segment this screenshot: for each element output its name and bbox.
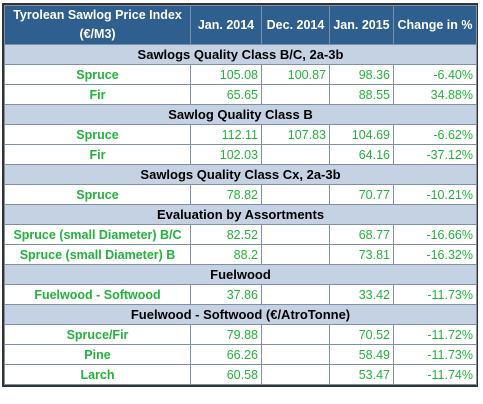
- section-header-row: Sawlogs Quality Class B/C, 2a-3b: [4, 44, 477, 65]
- value-dec-2014: 100.87: [261, 64, 330, 85]
- value-dec-2014: [261, 84, 330, 105]
- table-row: Fuelwood - Softwood 37.86 33.42 -11.73%: [4, 284, 477, 305]
- value-jan-2015: 68.77: [329, 224, 394, 245]
- section-header-row: Evaluation by Assortments: [4, 204, 477, 225]
- section-header-row: Fuelwood: [4, 264, 477, 285]
- column-header-jan-2015: Jan. 2015: [329, 5, 394, 45]
- table-row: Spruce (small Diameter) B 88.2 73.81 -16.32…: [4, 244, 477, 265]
- value-dec-2014: [261, 184, 330, 205]
- value-dec-2014: [261, 364, 330, 385]
- table-row: Pine 66.26 58.49 -11.73%: [4, 344, 477, 365]
- table-unit: (€/M3): [79, 27, 116, 41]
- table-row: Spruce/Fir 79.88 70.52 -11.72%: [4, 324, 477, 345]
- value-change: -6.62%: [393, 124, 477, 145]
- value-jan-2014: 65.65: [190, 84, 262, 105]
- value-dec-2014: [261, 144, 330, 165]
- column-header-change: Change in %: [393, 5, 477, 45]
- value-dec-2014: [261, 344, 330, 365]
- row-label: Pine: [4, 344, 191, 365]
- value-change: 34.88%: [393, 84, 477, 105]
- value-jan-2014: 112.11: [190, 124, 262, 145]
- section-title: Evaluation by Assortments: [4, 204, 477, 225]
- value-dec-2014: [261, 244, 330, 265]
- section-title: Fuelwood: [4, 264, 477, 285]
- value-jan-2015: 64.16: [329, 144, 394, 165]
- table-row: Spruce (small Diameter) B/C 82.52 68.77 -16…: [4, 224, 477, 245]
- row-label: Spruce (small Diameter) B/C: [4, 224, 191, 245]
- value-jan-2015: 88.55: [329, 84, 394, 105]
- value-jan-2014: 79.88: [190, 324, 262, 345]
- table-row: Fir 102.03 64.16 -37.12%: [4, 144, 477, 165]
- value-jan-2015: 33.42: [329, 284, 394, 305]
- value-jan-2014: 78.82: [190, 184, 262, 205]
- section-header-row: Sawlogs Quality Class Cx, 2a-3b: [4, 164, 477, 185]
- section-title: Sawlog Quality Class B: [4, 104, 477, 125]
- table-row: Spruce 105.08 100.87 98.36 -6.40%: [4, 64, 477, 85]
- section-header-row: Sawlog Quality Class B: [4, 104, 477, 125]
- value-jan-2015: 53.47: [329, 364, 394, 385]
- value-change: -16.66%: [393, 224, 477, 245]
- value-dec-2014: [261, 224, 330, 245]
- row-label: Spruce: [4, 64, 191, 85]
- value-change: -11.74%: [393, 364, 477, 385]
- row-label: Spruce: [4, 184, 191, 205]
- value-jan-2015: 104.69: [329, 124, 394, 145]
- value-jan-2014: 60.58: [190, 364, 262, 385]
- row-label: Spruce/Fir: [4, 324, 191, 345]
- value-change: -10.21%: [393, 184, 477, 205]
- row-label: Spruce: [4, 124, 191, 145]
- value-jan-2014: 37.86: [190, 284, 262, 305]
- row-label: Larch: [4, 364, 191, 385]
- value-jan-2014: 66.26: [190, 344, 262, 365]
- value-dec-2014: 107.83: [261, 124, 330, 145]
- value-jan-2014: 102.03: [190, 144, 262, 165]
- value-jan-2015: 98.36: [329, 64, 394, 85]
- value-jan-2015: 70.52: [329, 324, 394, 345]
- table-title: Tyrolean Sawlog Price Index: [13, 8, 182, 22]
- value-jan-2015: 70.77: [329, 184, 394, 205]
- value-change: -16.32%: [393, 244, 477, 265]
- row-label: Fir: [4, 144, 191, 165]
- section-title: Sawlogs Quality Class B/C, 2a-3b: [4, 44, 477, 65]
- value-jan-2014: 105.08: [190, 64, 262, 85]
- table-title-cell: Tyrolean Sawlog Price Index (€/M3): [4, 5, 191, 45]
- value-change: -11.72%: [393, 324, 477, 345]
- table-row: Fir 65.65 88.55 34.88%: [4, 84, 477, 105]
- section-title: Sawlogs Quality Class Cx, 2a-3b: [4, 164, 477, 185]
- value-change: -11.73%: [393, 284, 477, 305]
- table-row: Larch 60.58 53.47 -11.74%: [4, 364, 477, 385]
- value-jan-2015: 58.49: [329, 344, 394, 365]
- table-row: Spruce 112.11 107.83 104.69 -6.62%: [4, 124, 477, 145]
- value-change: -6.40%: [393, 64, 477, 85]
- row-label: Spruce (small Diameter) B: [4, 244, 191, 265]
- column-header-jan-2014: Jan. 2014: [190, 5, 262, 45]
- section-header-row: Fuelwood - Softwood (€/AtroTonne): [4, 304, 477, 325]
- section-title: Fuelwood - Softwood (€/AtroTonne): [4, 304, 477, 325]
- row-label: Fir: [4, 84, 191, 105]
- value-dec-2014: [261, 324, 330, 345]
- price-index-table-container: Tyrolean Sawlog Price Index (€/M3) Jan. …: [2, 3, 478, 387]
- value-jan-2014: 82.52: [190, 224, 262, 245]
- value-change: -37.12%: [393, 144, 477, 165]
- value-jan-2014: 88.2: [190, 244, 262, 265]
- price-index-table: Tyrolean Sawlog Price Index (€/M3) Jan. …: [4, 5, 477, 385]
- row-label: Fuelwood - Softwood: [4, 284, 191, 305]
- header-row: Tyrolean Sawlog Price Index (€/M3) Jan. …: [4, 5, 477, 45]
- column-header-dec-2014: Dec. 2014: [261, 5, 330, 45]
- value-jan-2015: 73.81: [329, 244, 394, 265]
- table-row: Spruce 78.82 70.77 -10.21%: [4, 184, 477, 205]
- value-dec-2014: [261, 284, 330, 305]
- value-change: -11.73%: [393, 344, 477, 365]
